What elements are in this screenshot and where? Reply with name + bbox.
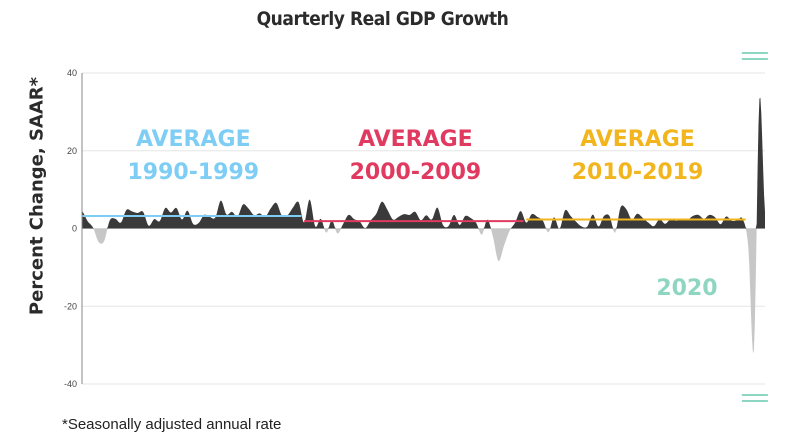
chart-title: Quarterly Real GDP Growth <box>256 8 509 30</box>
positive-growth-area <box>82 97 765 229</box>
gdp-area-series <box>82 97 765 354</box>
average-lines <box>82 215 746 223</box>
y-tick--40: -40 <box>64 379 77 389</box>
y-tick-40: 40 <box>67 68 77 78</box>
average-period-2010-2019: 2010-2019 <box>572 160 704 185</box>
y-tick-labels: -40 -20 0 20 40 <box>64 68 77 389</box>
average-label-2010-2019: AVERAGE <box>580 127 695 152</box>
y-tick-20: 20 <box>67 146 77 156</box>
average-label-1990-1999: AVERAGE <box>136 127 251 152</box>
average-period-2000-2009: 2000-2009 <box>350 160 482 185</box>
footnote: *Seasonally adjusted annual rate <box>62 416 282 433</box>
annotation-labels: AVERAGE 1990-1999 AVERAGE 2000-2009 AVERAGE 2… <box>127 127 717 301</box>
y-tick--20: -20 <box>64 301 77 311</box>
label-2020: 2020 <box>656 276 717 301</box>
average-period-1990-1999: 1990-1999 <box>127 160 259 185</box>
axis-break-marks <box>741 52 768 402</box>
y-tick-0: 0 <box>72 224 77 234</box>
average-label-2000-2009: AVERAGE <box>358 127 473 152</box>
